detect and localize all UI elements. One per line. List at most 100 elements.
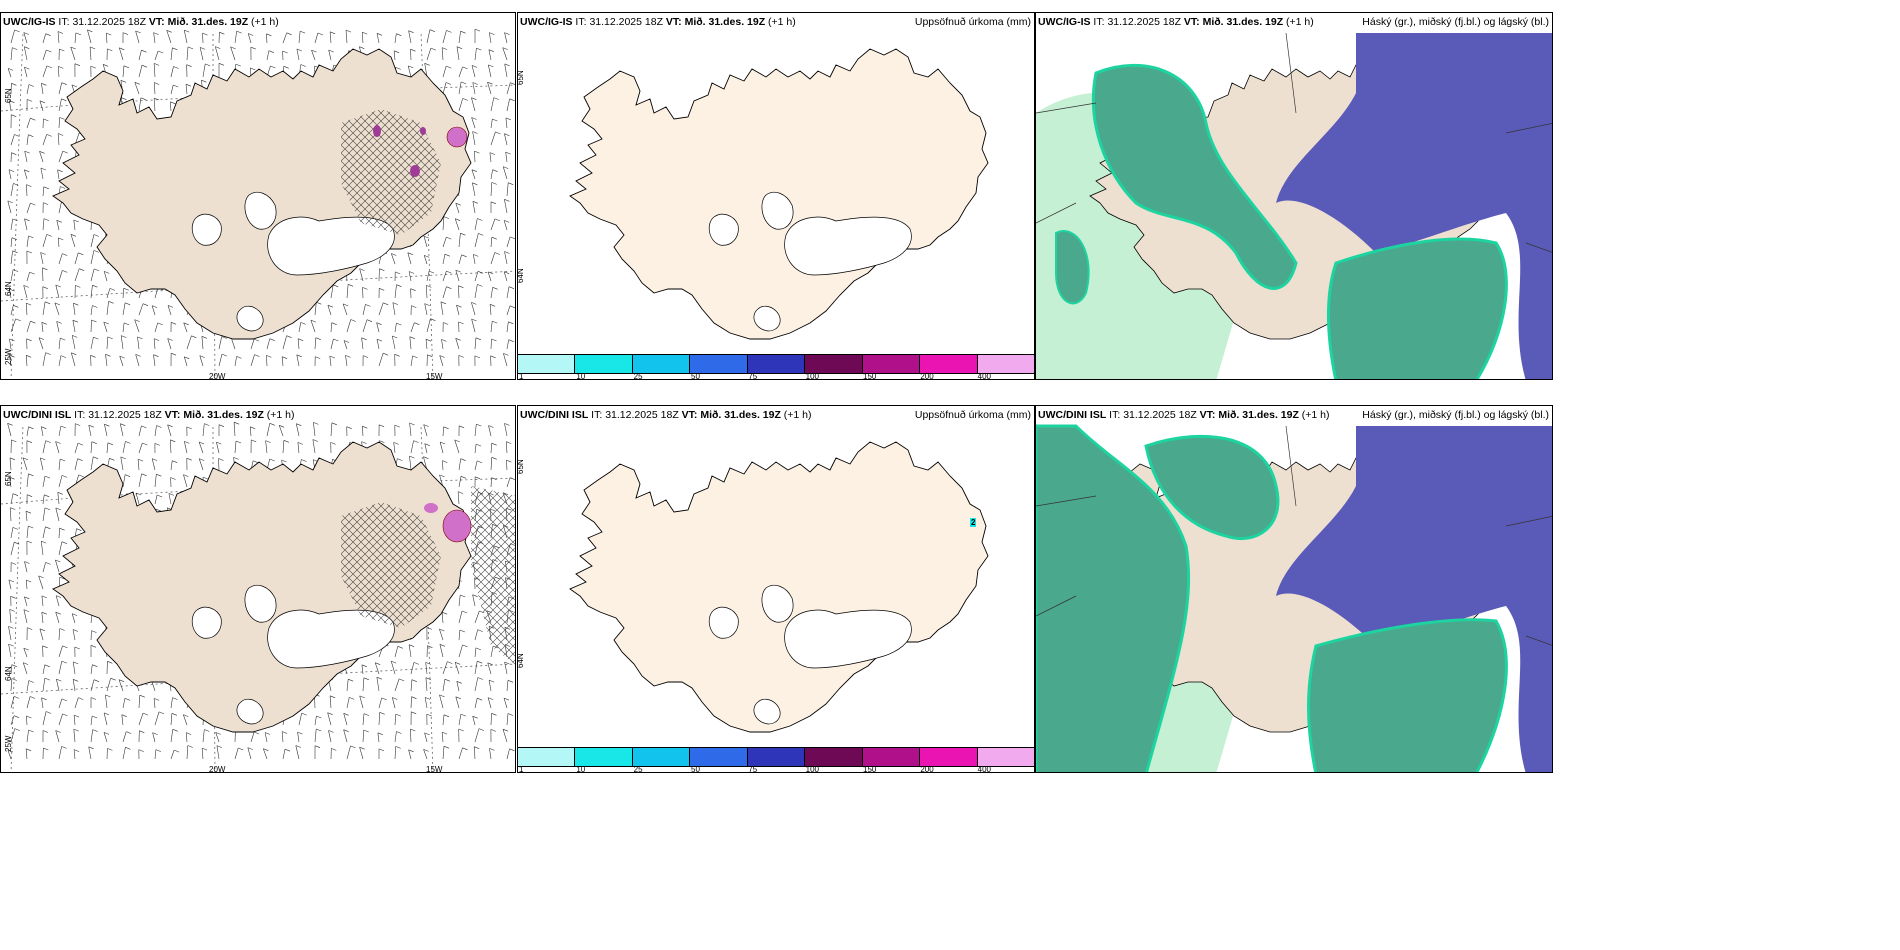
wind-barb [394,33,397,44]
wind-barb [88,425,92,437]
wind-barb [504,662,508,675]
wind-barb [168,493,172,505]
colorbar-segment [805,355,863,373]
wind-barb [281,731,284,743]
wind-barb [170,729,174,743]
wind-barb [26,184,28,197]
wind-barb-flag [476,423,482,427]
wind-barb-flag [167,424,173,428]
wind-barb [250,354,255,367]
wind-barb-flag [186,64,192,67]
wind-barb-flag [504,32,510,35]
wind-barb-flag [93,679,100,682]
wind-barb [55,595,60,607]
wind-barb-flag [443,745,450,749]
wind-barb [297,442,300,454]
wind-barb [42,526,46,539]
wind-barb [57,133,60,146]
wind-barb [138,713,144,726]
wind-barb-flag [11,439,17,443]
wind-barb-flag [457,491,464,494]
mid-cloud-area [1055,230,1090,305]
wind-barb-flag [281,731,288,734]
wind-barb-flag [460,594,466,598]
wind-barb [439,441,444,454]
wind-barb-flag [236,356,242,359]
precip-cell [424,503,438,513]
mid-cloud-area [1091,63,1298,290]
wind-barb [490,443,492,454]
wind-barb-flag [184,356,190,360]
wind-barb [138,473,142,488]
wind-barb [58,82,63,95]
wind-barb [73,303,76,316]
wind-barb-flag [7,423,13,426]
wind-barb-flag [425,338,432,342]
wind-barb-flag [11,237,18,240]
wind-barb [441,47,444,61]
wind-barb-flag [487,697,494,700]
wind-barb-flag [407,252,413,255]
wind-barb-flag [333,284,339,288]
wind-barb-flag [9,457,16,461]
wind-barb-flag [24,596,30,600]
wind-barb [298,713,302,726]
wind-barb [135,30,140,44]
wind-barb-flag [204,423,210,426]
wind-barb [170,713,173,726]
wind-barb [26,729,29,743]
wind-barb [118,679,124,692]
mid-cloud-area [1307,618,1508,772]
wind-barb-flag [59,576,65,580]
wind-barb-flag [461,254,467,258]
wind-barb-flag [119,47,125,51]
wind-barb [408,271,412,282]
wind-barb-flag [43,218,50,221]
wind-barb-flag [248,33,254,36]
wind-barb [266,33,268,44]
wind-barb [409,336,412,350]
wind-barb-flag [73,749,80,752]
wind-barb-flag [446,65,452,69]
wind-barb [71,613,76,624]
wind-barb-flag [439,441,446,445]
wind-barb-flag [490,729,497,732]
wind-barb-flag [26,250,33,254]
wind-barb [218,336,222,350]
colorbar-tick-label: 150 [863,765,877,773]
wind-barb-flag [379,288,385,291]
wind-barb-flag [61,475,68,478]
wind-barb [26,134,29,146]
wind-barb-flag [487,271,494,275]
wind-barb [9,100,12,112]
wind-barb-flag [282,50,288,54]
wind-barb [471,65,476,78]
wind-barb-flag [266,355,272,358]
wind-barb-flag [476,460,483,464]
glacier [761,584,794,623]
wind-barb [70,46,76,61]
wind-barb [216,442,220,454]
wind-barb [170,439,172,454]
wind-barb [23,285,28,299]
wind-barb [488,49,492,61]
wind-barb-flag [363,677,370,681]
wind-barb-flag [472,182,478,186]
wind-barb-flag [423,749,429,752]
colorbar-segment [920,748,978,766]
wind-barb-flag [202,32,208,36]
mid-cloud-area [1036,424,1191,772]
wind-barb [505,441,508,454]
wind-barb [103,712,108,726]
wind-barb [42,494,45,505]
wind-barb-flag [61,82,67,85]
wind-barb-flag [342,303,349,307]
wind-barb [490,338,492,350]
wind-barb [40,167,44,180]
wind-barb-flag [23,609,30,612]
wind-barb [170,460,173,471]
wind-barb-flag [460,81,467,85]
wind-barb [73,715,76,726]
wind-barb-flag [103,732,110,735]
wind-barb-flag [59,628,65,631]
